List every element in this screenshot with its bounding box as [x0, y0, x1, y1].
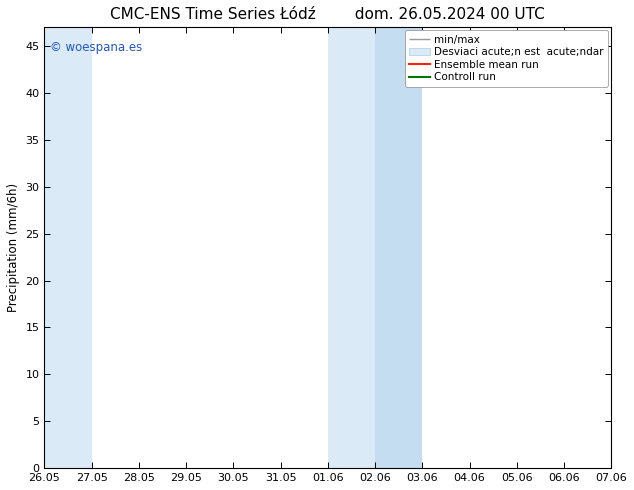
Bar — [375, 27, 422, 468]
Text: © woespana.es: © woespana.es — [50, 41, 143, 53]
Legend: min/max, Desviaci acute;n est  acute;ndar, Ensemble mean run, Controll run: min/max, Desviaci acute;n est acute;ndar… — [405, 30, 608, 87]
Bar — [328, 27, 375, 468]
Bar — [44, 27, 92, 468]
Title: CMC-ENS Time Series Łódź        dom. 26.05.2024 00 UTC: CMC-ENS Time Series Łódź dom. 26.05.2024… — [110, 7, 545, 22]
Y-axis label: Precipitation (mm/6h): Precipitation (mm/6h) — [7, 183, 20, 312]
